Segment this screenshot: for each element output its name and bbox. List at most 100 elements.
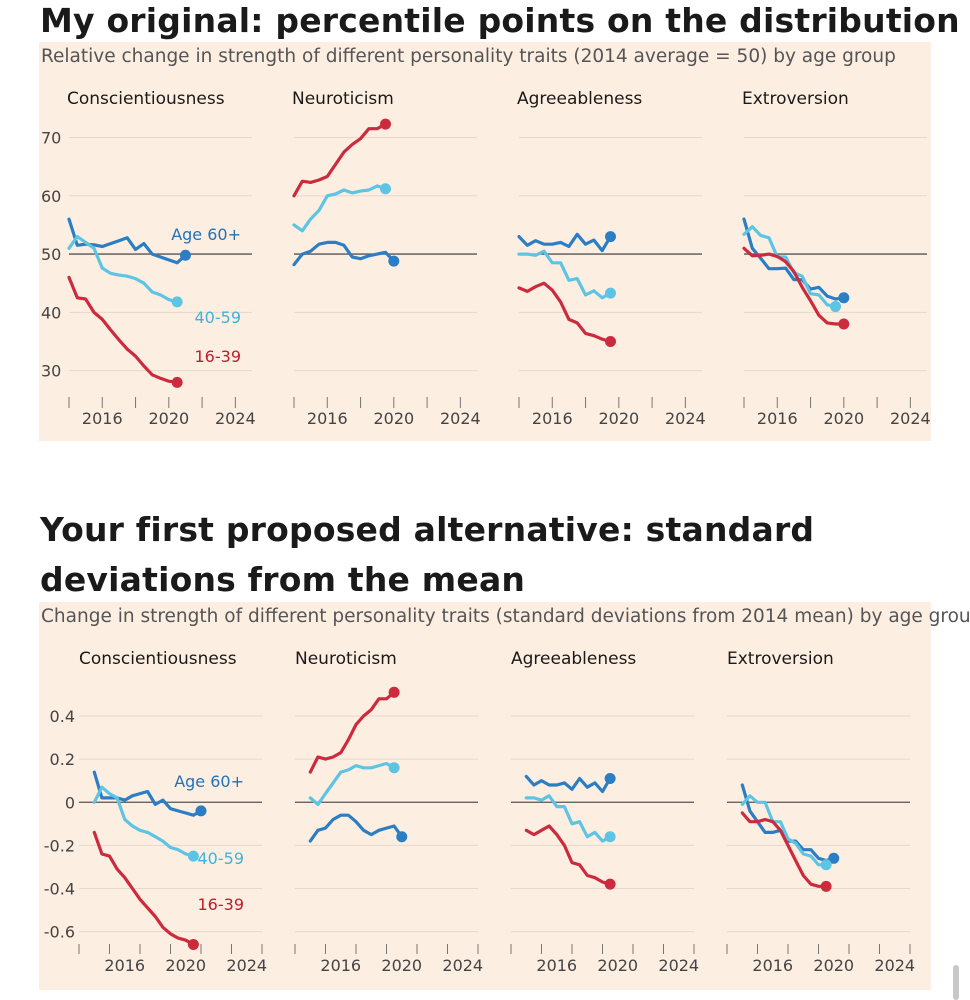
series-end-point-neuroticism-age_16_39 [388, 686, 400, 698]
series-end-point-agreeableness-age_60_plus [605, 231, 616, 243]
x-tick-label-neuroticism: 2016 [320, 956, 361, 975]
x-tick-label-conscientiousness: 2024 [215, 409, 256, 428]
x-tick-label-neuroticism: 2024 [440, 409, 481, 428]
x-tick-label-extroversion: 2024 [890, 409, 931, 428]
x-tick-label-extroversion: 2020 [813, 956, 854, 975]
x-tick-label-neuroticism: 2020 [373, 409, 414, 428]
x-tick-label-conscientiousness: 2020 [148, 409, 189, 428]
series-end-point-neuroticism-age_60_plus [388, 255, 400, 267]
series-label-age_60_plus: Age 60+ [171, 225, 241, 244]
series-end-point-conscientiousness-age_40_59 [187, 850, 199, 862]
series-line-neuroticism-age_40_59 [292, 184, 388, 233]
x-tick-label-agreeableness: 2016 [536, 956, 577, 975]
series-line-conscientiousness-age_40_59 [67, 235, 179, 304]
series-end-point-conscientiousness-age_40_59 [171, 296, 183, 308]
series-end-point-extroversion-age_60_plus [838, 292, 850, 304]
series-line-agreeableness-age_60_plus [517, 232, 613, 253]
y-tick-label: -0.6 [44, 923, 75, 942]
panel-title-neuroticism: Neuroticism [295, 649, 397, 669]
figure2-chart-panel: Change in strength of different personal… [39, 602, 970, 990]
series-end-point-extroversion-age_40_59 [830, 301, 841, 313]
x-tick-label-extroversion: 2020 [823, 409, 864, 428]
series-line-agreeableness-age_40_59 [524, 794, 612, 843]
figure2-heading-line1: Your first proposed alternative: standar… [40, 510, 815, 549]
series-end-point-agreeableness-age_40_59 [605, 287, 616, 299]
panel-title-conscientiousness: Conscientiousness [79, 649, 237, 669]
series-end-point-agreeableness-age_16_39 [604, 878, 616, 890]
y-tick-label: -0.2 [44, 836, 75, 855]
x-tick-label-agreeableness: 2024 [665, 409, 706, 428]
y-tick-label: 70 [41, 128, 61, 147]
series-line-neuroticism-age_60_plus [292, 240, 396, 267]
x-tick-label-extroversion: 2016 [752, 956, 793, 975]
series-end-point-neuroticism-age_40_59 [380, 183, 391, 195]
panel-title-agreeableness: Agreeableness [511, 649, 636, 669]
x-tick-label-conscientiousness: 2024 [226, 956, 267, 975]
series-end-point-extroversion-age_60_plus [828, 852, 840, 864]
series-line-extroversion-age_40_59 [740, 794, 828, 867]
series-end-point-agreeableness-age_16_39 [605, 336, 616, 348]
figure1-line-chart: Conscientiousness 30 40 50 60 70 2016 2020 2024 A… [41, 89, 931, 428]
y-tick-label: 30 [41, 362, 61, 381]
series-line-neuroticism-age_16_39 [308, 690, 396, 774]
x-tick-label-agreeableness: 2020 [598, 409, 639, 428]
x-tick-label-neuroticism: 2024 [442, 956, 483, 975]
series-line-conscientiousness-age_60_plus [67, 217, 188, 265]
figure1-chart-panel: Relative change in strength of different… [39, 42, 931, 441]
series-end-point-conscientiousness-age_16_39 [187, 939, 199, 951]
figure2-heading-line2: deviations from the mean [40, 560, 526, 599]
figure2-chart-subtitle: Change in strength of different personal… [41, 606, 970, 627]
y-tick-label: 40 [41, 303, 61, 322]
figure1-heading: My original: percentile points on the di… [40, 1, 960, 40]
series-end-point-neuroticism-age_16_39 [380, 118, 391, 130]
series-end-point-conscientiousness-age_16_39 [171, 376, 183, 388]
series-end-point-agreeableness-age_40_59 [604, 831, 616, 843]
series-label-age_60_plus: Age 60+ [174, 772, 244, 791]
panel-title-agreeableness: Agreeableness [517, 89, 642, 109]
y-tick-label: 0.2 [50, 750, 75, 769]
series-line-agreeableness-age_60_plus [524, 774, 612, 794]
series-line-conscientiousness-age_16_39 [92, 830, 195, 947]
x-tick-label-extroversion: 2016 [757, 409, 798, 428]
series-label-age_16_39: 16-39 [198, 895, 245, 914]
y-tick-label: 0.4 [50, 707, 75, 726]
series-end-point-neuroticism-age_40_59 [388, 762, 400, 774]
panel-title-extroversion: Extroversion [742, 89, 849, 109]
series-end-point-agreeableness-age_60_plus [604, 773, 616, 785]
series-end-point-extroversion-age_16_39 [838, 318, 850, 330]
series-line-conscientiousness-age_40_59 [92, 785, 195, 858]
series-end-point-conscientiousness-age_60_plus [195, 805, 207, 817]
series-label-age_40_59: 40-59 [195, 308, 242, 327]
series-line-agreeableness-age_16_39 [517, 281, 613, 344]
panel-title-neuroticism: Neuroticism [292, 89, 394, 109]
series-line-extroversion-age_16_39 [740, 811, 828, 888]
series-label-age_40_59: 40-59 [198, 849, 245, 868]
series-line-conscientiousness-age_16_39 [67, 275, 179, 384]
series-end-point-extroversion-age_40_59 [820, 859, 832, 871]
series-line-extroversion-age_60_plus [742, 217, 846, 301]
series-end-point-neuroticism-age_60_plus [396, 831, 408, 843]
series-line-conscientiousness-age_60_plus [92, 770, 203, 817]
x-tick-label-agreeableness: 2020 [597, 956, 638, 975]
series-end-point-extroversion-age_16_39 [820, 880, 832, 892]
series-label-age_16_39: 16-39 [195, 347, 242, 366]
y-tick-label: -0.4 [44, 879, 75, 898]
x-tick-label-conscientiousness: 2016 [104, 956, 145, 975]
x-tick-label-conscientiousness: 2016 [82, 409, 123, 428]
x-tick-label-neuroticism: 2020 [381, 956, 422, 975]
x-tick-label-conscientiousness: 2020 [165, 956, 206, 975]
figure1-chart-subtitle: Relative change in strength of different… [41, 46, 896, 67]
x-tick-label-agreeableness: 2024 [658, 956, 699, 975]
series-line-neuroticism-age_16_39 [292, 122, 388, 198]
x-tick-label-agreeableness: 2016 [532, 409, 573, 428]
y-tick-label: 0 [65, 793, 75, 812]
series-line-extroversion-age_16_39 [742, 246, 846, 326]
series-end-point-conscientiousness-age_60_plus [179, 249, 191, 261]
series-line-agreeableness-age_16_39 [524, 824, 612, 886]
x-tick-label-extroversion: 2024 [874, 956, 915, 975]
figure2-line-chart: Conscientiousness -0.6 -0.4 -0.2 0 0.2 0.4 2016… [44, 649, 915, 975]
series-line-neuroticism-age_40_59 [308, 761, 396, 806]
panel-title-extroversion: Extroversion [727, 649, 834, 669]
y-tick-label: 60 [41, 187, 61, 206]
page-scrollbar[interactable] [953, 965, 959, 1000]
